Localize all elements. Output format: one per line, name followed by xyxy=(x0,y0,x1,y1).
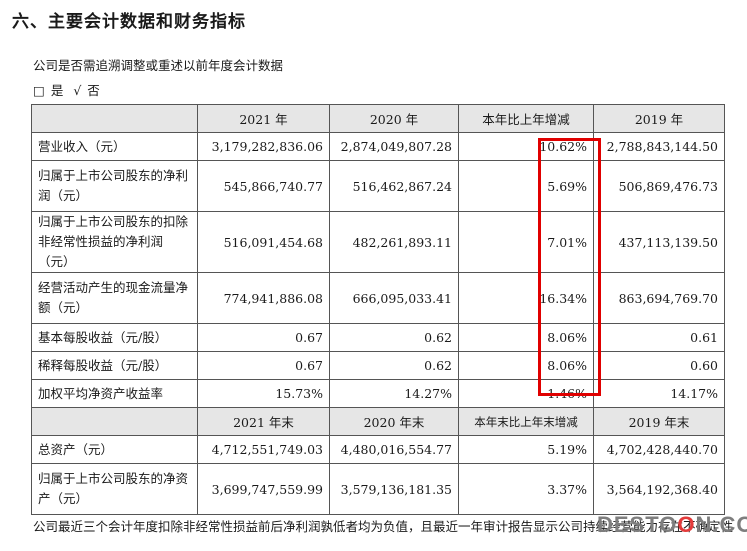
row-label: 加权平均净资产收益率 xyxy=(31,379,198,408)
value-change: 1.46% xyxy=(458,379,594,408)
row-label: 基本每股收益（元/股） xyxy=(31,323,198,352)
site-watermark: DESTOON.COM xyxy=(597,512,747,538)
value-2021: 516,091,454.68 xyxy=(197,211,330,273)
value-2020: 516,462,867.24 xyxy=(329,160,459,212)
value-change: 5.19% xyxy=(458,435,594,464)
header-cell-blank xyxy=(31,407,198,436)
table-subheader-row: 2021 年末 2020 年末 本年末比上年末增减 2019 年末 xyxy=(31,407,725,436)
table-header-row: 2021 年 2020 年 本年比上年增减 2019 年 xyxy=(31,104,725,133)
value-2019: 2,788,843,144.50 xyxy=(593,132,725,161)
value-2020: 3,579,136,181.35 xyxy=(329,463,459,515)
value-2021: 3,699,747,559.99 xyxy=(197,463,330,515)
restatement-options: □ 是 √ 否 xyxy=(33,80,106,99)
value-2020: 0.62 xyxy=(329,323,459,352)
header-2019-end: 2019 年末 xyxy=(593,407,725,436)
header-cell-blank xyxy=(31,104,198,133)
row-label: 归属于上市公司股东的净利润（元） xyxy=(31,160,198,212)
value-2020: 666,095,033.41 xyxy=(329,272,459,324)
header-2020: 2020 年 xyxy=(329,104,459,133)
row-label: 归属于上市公司股东的扣除非经常性损益的净利润（元） xyxy=(31,211,198,273)
table-row: 营业收入（元） 3,179,282,836.06 2,874,049,807.2… xyxy=(31,132,725,161)
value-2019: 3,564,192,368.40 xyxy=(593,463,725,515)
row-label: 营业收入（元） xyxy=(31,132,198,161)
header-2019: 2019 年 xyxy=(593,104,725,133)
check-icon: √ xyxy=(73,83,82,98)
table-row: 归属于上市公司股东的扣除非经常性损益的净利润（元） 516,091,454.68… xyxy=(31,211,725,273)
value-2019: 863,694,769.70 xyxy=(593,272,725,324)
value-2021: 0.67 xyxy=(197,351,330,380)
value-2021: 774,941,886.08 xyxy=(197,272,330,324)
value-change: 8.06% xyxy=(458,351,594,380)
intro-text: 公司是否需追溯调整或重述以前年度会计数据 xyxy=(33,58,284,73)
table-row: 基本每股收益（元/股） 0.67 0.62 8.06% 0.61 xyxy=(31,323,725,352)
value-2020: 14.27% xyxy=(329,379,459,408)
row-label: 稀释每股收益（元/股） xyxy=(31,351,198,380)
watermark-text-post: N.COM xyxy=(695,512,747,537)
watermark-text-pre: DESTO xyxy=(597,512,678,537)
value-2021: 3,179,282,836.06 xyxy=(197,132,330,161)
financial-table: 2021 年 2020 年 本年比上年增减 2019 年 营业收入（元） 3,1… xyxy=(31,104,725,515)
value-2021: 545,866,740.77 xyxy=(197,160,330,212)
header-change: 本年比上年增减 xyxy=(458,104,594,133)
value-2021: 15.73% xyxy=(197,379,330,408)
table-row: 总资产（元） 4,712,551,749.03 4,480,016,554.77… xyxy=(31,435,725,464)
value-2019: 0.61 xyxy=(593,323,725,352)
section-title: 六、主要会计数据和财务指标 xyxy=(12,12,246,32)
value-change: 10.62% xyxy=(458,132,594,161)
checkbox-icon: □ xyxy=(33,83,45,98)
header-2020-end: 2020 年末 xyxy=(329,407,459,436)
value-2019: 4,702,428,440.70 xyxy=(593,435,725,464)
value-2019: 14.17% xyxy=(593,379,725,408)
footer-note: 公司最近三个会计年度扣除非经常性损益前后净利润孰低者均为负值，且最近一年审计报告… xyxy=(33,519,734,534)
value-change: 7.01% xyxy=(458,211,594,273)
watermark-text-o: O xyxy=(677,512,696,537)
value-2020: 482,261,893.11 xyxy=(329,211,459,273)
value-2021: 4,712,551,749.03 xyxy=(197,435,330,464)
row-label: 总资产（元） xyxy=(31,435,198,464)
table-row: 经营活动产生的现金流量净额（元） 774,941,886.08 666,095,… xyxy=(31,272,725,324)
option-yes: 是 xyxy=(50,83,64,98)
value-2020: 2,874,049,807.28 xyxy=(329,132,459,161)
header-change-end: 本年末比上年末增减 xyxy=(458,407,594,436)
option-no: 否 xyxy=(87,83,100,98)
table-row: 稀释每股收益（元/股） 0.67 0.62 8.06% 0.60 xyxy=(31,351,725,380)
table-row: 加权平均净资产收益率 15.73% 14.27% 1.46% 14.17% xyxy=(31,379,725,408)
value-2020: 0.62 xyxy=(329,351,459,380)
value-change: 8.06% xyxy=(458,323,594,352)
value-2019: 437,113,139.50 xyxy=(593,211,725,273)
header-2021-end: 2021 年末 xyxy=(197,407,330,436)
value-2019: 0.60 xyxy=(593,351,725,380)
table-row: 归属于上市公司股东的净利润（元） 545,866,740.77 516,462,… xyxy=(31,160,725,212)
value-change: 5.69% xyxy=(458,160,594,212)
value-2021: 0.67 xyxy=(197,323,330,352)
table-row: 归属于上市公司股东的净资产（元） 3,699,747,559.99 3,579,… xyxy=(31,463,725,515)
row-label: 归属于上市公司股东的净资产（元） xyxy=(31,463,198,515)
value-2020: 4,480,016,554.77 xyxy=(329,435,459,464)
value-change: 16.34% xyxy=(458,272,594,324)
value-2019: 506,869,476.73 xyxy=(593,160,725,212)
value-change: 3.37% xyxy=(458,463,594,515)
header-2021: 2021 年 xyxy=(197,104,330,133)
row-label: 经营活动产生的现金流量净额（元） xyxy=(31,272,198,324)
